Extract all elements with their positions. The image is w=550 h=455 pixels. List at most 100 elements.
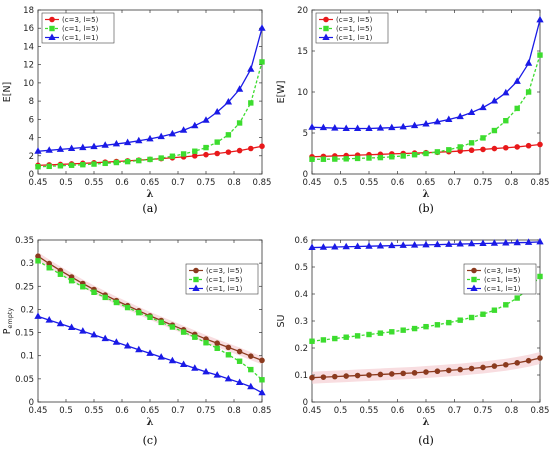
data-point — [524, 238, 533, 245]
data-point — [502, 88, 510, 96]
data-point — [124, 304, 131, 311]
data-point — [136, 309, 142, 316]
data-point — [158, 319, 164, 326]
x-tick-label: 0.8 — [227, 406, 241, 416]
y-tick-label: 0.6 — [294, 236, 308, 246]
y-tick-label: 14 — [23, 42, 34, 52]
panel-caption: (c) — [143, 434, 158, 447]
y-tick-label: 8 — [29, 97, 34, 107]
legend-marker — [192, 284, 200, 291]
data-point — [422, 240, 430, 248]
data-point — [91, 289, 97, 296]
data-point — [259, 143, 265, 150]
data-point — [457, 317, 463, 323]
data-point — [179, 126, 188, 133]
panel-caption: (b) — [418, 202, 434, 215]
data-point — [214, 345, 220, 352]
data-point — [376, 124, 385, 131]
data-point — [319, 123, 328, 131]
data-point — [514, 360, 521, 366]
data-point — [308, 123, 316, 130]
y-axis-label: E[N] — [2, 82, 13, 103]
data-point — [235, 378, 244, 386]
data-point — [202, 116, 210, 123]
series-2 — [308, 15, 544, 131]
data-point — [480, 146, 486, 153]
data-point — [191, 121, 199, 129]
data-point — [225, 132, 232, 138]
data-point — [503, 118, 509, 124]
data-point — [123, 138, 132, 146]
data-point — [353, 242, 362, 249]
x-tick-label: 0.75 — [197, 178, 216, 188]
legend-entry: (c=1, l=1) — [484, 285, 521, 293]
data-point — [102, 160, 108, 167]
data-point — [180, 329, 187, 335]
data-point — [34, 147, 42, 154]
data-point — [388, 241, 396, 249]
data-point — [537, 273, 543, 280]
series-2 — [34, 312, 266, 396]
data-point — [213, 108, 221, 115]
series-line — [312, 54, 541, 160]
data-point — [203, 144, 209, 151]
series-2 — [34, 24, 266, 154]
data-point — [491, 145, 498, 152]
data-point — [537, 52, 543, 58]
data-point — [80, 162, 86, 168]
chart-d: 0.45 0.5 0.55 0.6 0.65 0.7 0.75 0.8 0.85 0 0.1 0.2 0… — [276, 236, 549, 447]
legend: (c=3, l=5)(c=1, l=5)(c=1, l=1) — [315, 12, 389, 44]
data-point — [525, 357, 532, 364]
data-point — [514, 295, 520, 301]
data-point — [514, 144, 521, 150]
chart-c: 0.45 0.5 0.55 0.6 0.65 0.7 0.75 0.8 0.85 0 0.05 0.1… — [2, 236, 271, 447]
data-point — [203, 340, 209, 346]
y-tick-label: 0.35 — [15, 236, 34, 246]
data-point — [101, 141, 109, 148]
data-point — [343, 334, 349, 340]
data-point — [46, 265, 52, 271]
data-point — [157, 132, 165, 140]
data-point — [423, 323, 429, 330]
y-tick-label: 5 — [303, 129, 308, 139]
y-axis-label: E[W] — [276, 81, 287, 104]
data-point — [422, 119, 430, 127]
x-tick-label: 0.65 — [417, 406, 436, 416]
series-1 — [309, 52, 543, 162]
y-axis-label: SU — [276, 314, 287, 327]
x-tick-label: 0.45 — [303, 178, 322, 188]
chart-a: 0.45 0.5 0.55 0.6 0.65 0.7 0.75 0.8 0.85 0 2 4 6 8 10 1… — [2, 6, 271, 215]
x-tick-label: 0.6 — [115, 406, 129, 416]
data-point — [235, 85, 244, 92]
legend-entry: (c=3, l=5) — [336, 16, 373, 24]
x-tick-label: 0.55 — [85, 178, 104, 188]
legend-marker — [193, 267, 199, 274]
x-tick-label: 0.65 — [141, 178, 160, 188]
data-point — [433, 117, 442, 125]
legend-marker — [193, 276, 199, 283]
data-point — [35, 164, 41, 170]
data-point — [456, 112, 464, 120]
data-point — [248, 145, 254, 152]
x-tick-label: 0.55 — [360, 178, 379, 188]
data-point — [34, 312, 42, 319]
data-point — [67, 144, 76, 151]
x-tick-label: 0.85 — [253, 406, 272, 416]
data-point — [537, 141, 543, 148]
data-point — [147, 156, 153, 163]
legend-entry: (c=3, l=5) — [62, 16, 99, 24]
data-point — [57, 271, 64, 277]
y-tick-label: 18 — [23, 6, 34, 16]
y-tick-label: 10 — [23, 79, 34, 89]
data-point — [366, 155, 372, 161]
data-point — [56, 145, 65, 152]
legend-entry: (c=1, l=1) — [62, 34, 99, 42]
legend-entry: (c=3, l=5) — [484, 267, 521, 275]
data-point — [79, 327, 87, 334]
series-0 — [309, 355, 543, 381]
data-point — [342, 242, 350, 250]
data-point — [236, 120, 243, 126]
legend: (c=3, l=5)(c=1, l=5)(c=1, l=1) — [41, 12, 115, 44]
data-point — [247, 65, 255, 72]
